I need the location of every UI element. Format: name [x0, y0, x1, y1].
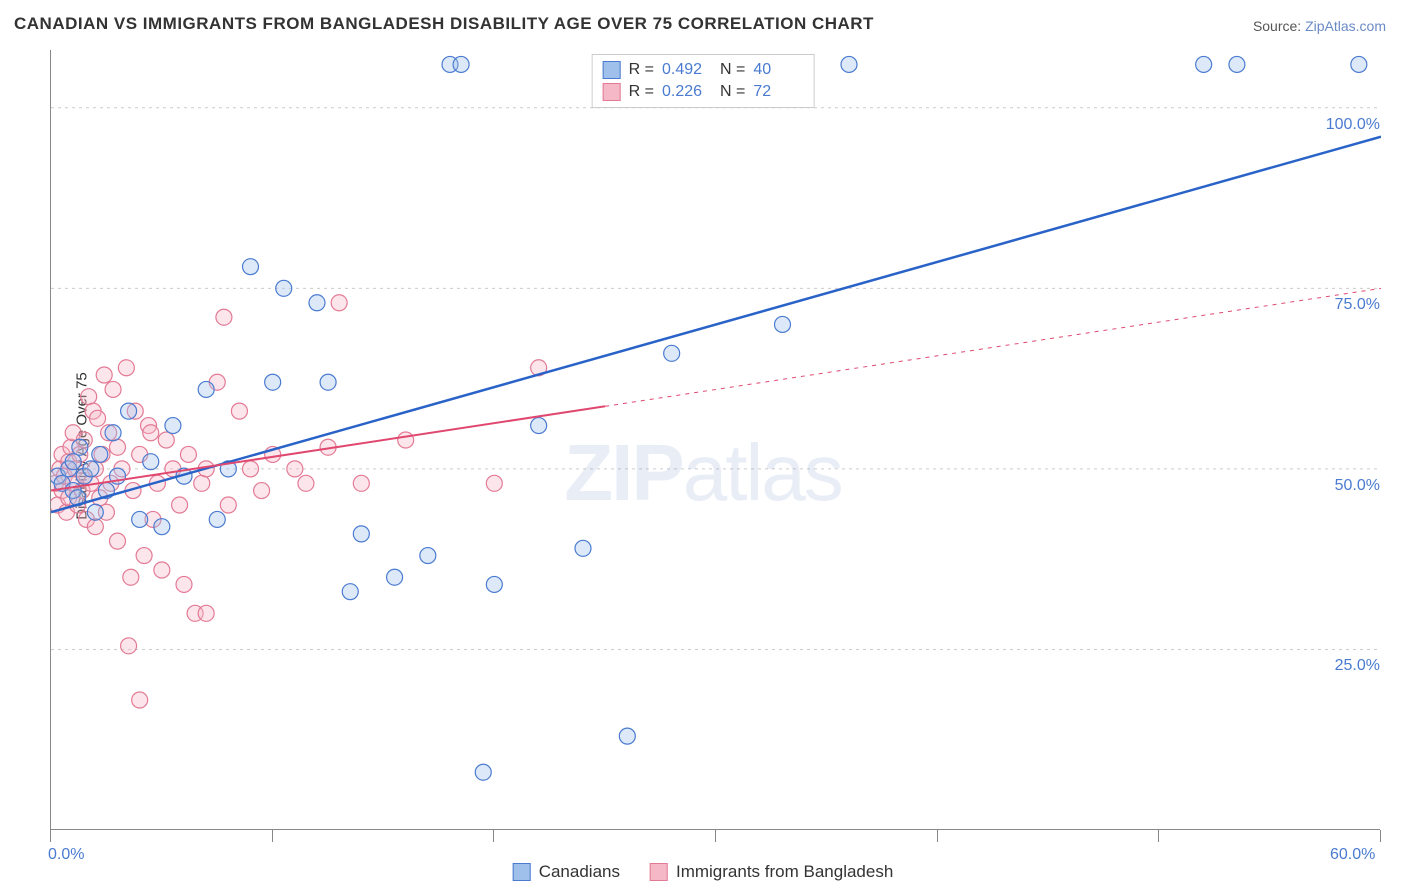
- legend-N-value-0: 40: [753, 61, 803, 79]
- legend-series-item-1: Immigrants from Bangladesh: [650, 862, 893, 882]
- chart-title: CANADIAN VS IMMIGRANTS FROM BANGLADESH D…: [14, 14, 874, 34]
- y-tick-label: 50.0%: [1335, 477, 1380, 495]
- x-tick: [1158, 830, 1159, 842]
- legend-series-label-1: Immigrants from Bangladesh: [676, 862, 893, 882]
- legend-stats-row-1: R = 0.226 N = 72: [603, 81, 804, 103]
- legend-N-label: N =: [720, 61, 745, 79]
- y-tick-label: 100.0%: [1326, 116, 1380, 134]
- legend-swatch-1: [603, 83, 621, 101]
- x-tick: [493, 830, 494, 842]
- legend-R-value-1: 0.226: [662, 83, 712, 101]
- legend-swatch-bottom-1: [650, 863, 668, 881]
- x-tick-label: 60.0%: [1330, 846, 1375, 864]
- x-tick: [50, 830, 51, 842]
- legend-swatch-bottom-0: [513, 863, 531, 881]
- legend-swatch-0: [603, 61, 621, 79]
- chart-container: CANADIAN VS IMMIGRANTS FROM BANGLADESH D…: [0, 0, 1406, 892]
- legend-N-value-1: 72: [753, 83, 803, 101]
- legend-R-label: R =: [629, 83, 654, 101]
- x-tick: [715, 830, 716, 842]
- source-link[interactable]: ZipAtlas.com: [1305, 18, 1386, 34]
- source-label: Source:: [1253, 18, 1305, 34]
- legend-R-label: R =: [629, 61, 654, 79]
- x-tick: [937, 830, 938, 842]
- legend-series: Canadians Immigrants from Bangladesh: [513, 862, 894, 882]
- legend-stats-row-0: R = 0.492 N = 40: [603, 59, 804, 81]
- x-tick: [1380, 830, 1381, 842]
- x-tick: [272, 830, 273, 842]
- plot-svg: [51, 50, 1381, 830]
- source-attribution: Source: ZipAtlas.com: [1253, 18, 1386, 34]
- plot-area: [50, 50, 1380, 830]
- x-tick-label: 0.0%: [48, 846, 84, 864]
- legend-N-label: N =: [720, 83, 745, 101]
- legend-series-item-0: Canadians: [513, 862, 620, 882]
- y-tick-label: 75.0%: [1335, 296, 1380, 314]
- legend-stats: R = 0.492 N = 40 R = 0.226 N = 72: [592, 54, 815, 108]
- y-tick-label: 25.0%: [1335, 657, 1380, 675]
- legend-series-label-0: Canadians: [539, 862, 620, 882]
- legend-R-value-0: 0.492: [662, 61, 712, 79]
